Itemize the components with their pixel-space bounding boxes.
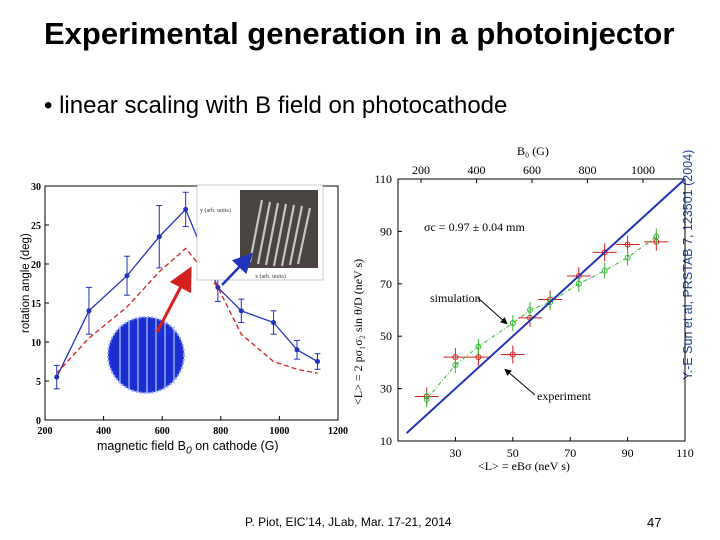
left-ytick-label: 10 (31, 338, 41, 349)
left-data-point (156, 234, 162, 240)
bullet-point: • linear scaling with B field on photoca… (44, 92, 508, 119)
slide-title: Experimental generation in a photoinject… (44, 16, 675, 51)
left-xtick-label: 200 (38, 426, 53, 437)
right-ytick-label: 50 (380, 329, 392, 343)
left-ytick-label: 5 (36, 377, 41, 388)
left-ytick-label: 15 (31, 299, 41, 310)
svg-text:x (arb. units): x (arb. units) (255, 273, 286, 280)
left-xlabel: magnetic field B0 on cathode (G) (97, 439, 279, 457)
right-ytick-label: 10 (380, 434, 392, 448)
red-arrow (155, 266, 192, 333)
right-xlabel-prefix: <L> = eB (478, 459, 525, 473)
right-simulation-line (426, 236, 657, 400)
page-number: 47 (647, 515, 662, 530)
right-simulation-point (527, 307, 534, 313)
left-ytick-label: 25 (31, 221, 41, 232)
left-xtick-label: 600 (155, 426, 170, 437)
annotation-sigma: σc = 0.97 ± 0.04 mm (424, 220, 525, 234)
right-simulation-point (575, 280, 582, 287)
right-simulation-point (452, 362, 459, 369)
right-simulation-point (601, 267, 608, 274)
right-ylabel: <L> = 2 pσ₁σ₂ sin θ/D (neV s) (351, 259, 365, 405)
right-experiment-point (601, 249, 608, 256)
right-ytick-label: 110 (374, 172, 392, 186)
left-data-point (54, 374, 60, 380)
right-simulation-point (547, 299, 554, 306)
experiment-pointer (504, 368, 536, 396)
right-simulation-point (423, 396, 430, 403)
right-xtick-label: 90 (622, 446, 634, 460)
right-chart: 30 50 70 90 110 10 30 50 70 90 110 200 400 600 800 1000… (351, 144, 694, 473)
annotation-simulation: simulation (430, 291, 481, 305)
right-xlabel: <L> = eBσ (neV s) (478, 459, 570, 473)
left-xtick-label: 1200 (328, 426, 348, 437)
right-plot-frame (397, 178, 686, 442)
left-ytick-label: 20 (31, 260, 41, 271)
right-fit-line (405, 178, 686, 434)
right-top-tick-label: 600 (523, 163, 541, 177)
right-simulation-point (624, 254, 631, 261)
right-experiment-point (509, 351, 516, 358)
right-xlabel-suffix: σ (neV s) (525, 459, 570, 473)
right-ytick-label: 90 (380, 224, 392, 238)
right-ytick-label: 70 (380, 277, 392, 291)
right-simulation-point (653, 233, 660, 240)
left-chart: 200 400 600 800 1000 1200 0 5 10 15 20 25 30 y (arb.… (31, 182, 348, 437)
left-data-point (238, 308, 244, 314)
left-xtick-label: 800 (213, 426, 228, 437)
right-ylabel-prefix: <L> = 2 p (351, 356, 365, 405)
mask-inset (107, 316, 185, 394)
left-data-point (314, 359, 320, 364)
right-simulation-point (475, 343, 482, 350)
left-ytick-label: 30 (31, 182, 41, 193)
left-xtick-label: 1000 (269, 426, 289, 437)
left-xlabel-sub: 0 (185, 445, 192, 457)
right-simulation-point (509, 320, 516, 327)
right-xtick-label: 70 (564, 446, 576, 460)
footer-text: P. Piot, EIC’14, JLab, Mar. 17-21, 2014 (245, 515, 452, 529)
right-ytick-label: 30 (380, 382, 392, 396)
right-ylabel-suffix: σ₁σ₂ sin θ/D (neV s) (351, 259, 365, 357)
right-experiment-point (624, 241, 631, 248)
beamlet-inset: y (arb. units) x (arb. units) (196, 184, 324, 281)
simulation-pointer (477, 297, 508, 325)
annotation-experiment: experiment (537, 389, 592, 403)
right-top-tick-label: 800 (579, 163, 597, 177)
right-top-tick-label: 400 (468, 163, 486, 177)
right-top-tick-label: 1000 (631, 163, 655, 177)
left-data-point (124, 273, 130, 279)
left-ylabel: rotation angle (deg) (20, 233, 32, 333)
left-xlabel-suffix: on cathode (G) (191, 439, 279, 453)
left-xlabel-prefix: magnetic field B (97, 439, 186, 453)
left-data-point (86, 308, 92, 314)
left-xtick-label: 400 (96, 426, 111, 437)
blue-arrow (221, 252, 253, 286)
right-xtick-label: 30 (449, 446, 461, 460)
bullet-text: linear scaling with B field on photocath… (59, 92, 508, 119)
svg-text:y (arb. units): y (arb. units) (200, 207, 231, 214)
left-ytick-label: 0 (36, 416, 41, 427)
left-data-point (183, 206, 189, 212)
right-xtick-label: 110 (676, 446, 694, 460)
left-series-line-simulation (56, 247, 318, 374)
right-xtick-label: 50 (507, 446, 519, 460)
right-top-tick-label: 200 (412, 163, 430, 177)
left-data-point (271, 320, 277, 325)
top-axis-label: B₀ (G) (517, 144, 549, 158)
left-data-point (294, 347, 300, 353)
